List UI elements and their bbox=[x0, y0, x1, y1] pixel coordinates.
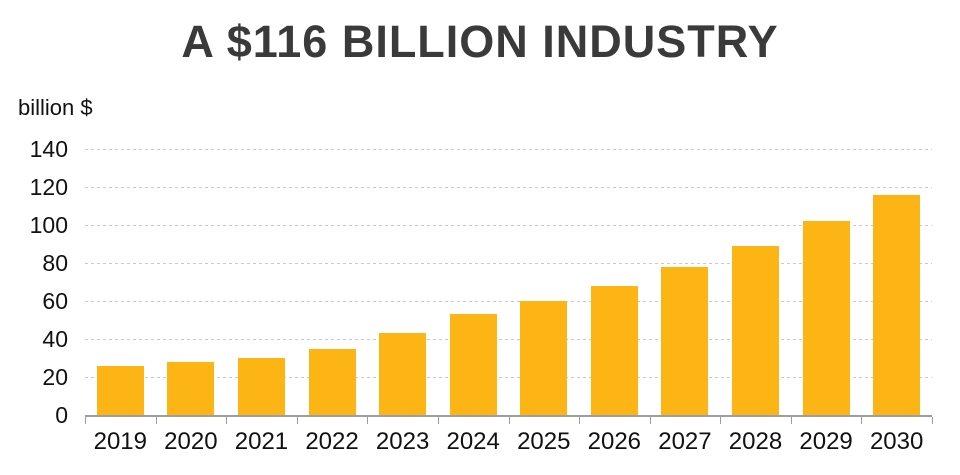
bar-column-2022 bbox=[297, 149, 368, 415]
bar-2028 bbox=[731, 245, 779, 415]
x-tick-label-2023: 2023 bbox=[375, 428, 430, 455]
bar-column-2019 bbox=[85, 149, 156, 415]
y-axis-unit-label: billion $ bbox=[18, 95, 93, 120]
x-axis-tick bbox=[296, 417, 298, 424]
gridline-60 bbox=[85, 301, 932, 302]
y-tick-label-0: 0 bbox=[55, 402, 68, 428]
bar-2029 bbox=[802, 221, 850, 415]
bar-2025 bbox=[520, 301, 568, 415]
gridline-120 bbox=[85, 187, 932, 188]
bar-2023 bbox=[379, 333, 427, 415]
x-axis-tick bbox=[790, 417, 792, 424]
x-tick-label-2022: 2022 bbox=[305, 428, 359, 455]
bar-column-2025 bbox=[508, 149, 579, 415]
bar-2022 bbox=[308, 348, 356, 415]
gridline-100 bbox=[85, 225, 932, 226]
y-tick-label-140: 140 bbox=[29, 136, 68, 162]
x-axis-tick bbox=[932, 417, 933, 424]
bar-column-2021 bbox=[226, 149, 297, 415]
plot-area bbox=[85, 149, 932, 417]
bar-2021 bbox=[237, 358, 285, 415]
gridline-40 bbox=[85, 339, 932, 340]
x-tick-label-2030: 2030 bbox=[869, 428, 924, 455]
y-tick-label-20: 20 bbox=[42, 364, 68, 390]
bar-2024 bbox=[449, 314, 497, 415]
y-tick-label-100: 100 bbox=[29, 212, 68, 238]
bar-2027 bbox=[661, 266, 709, 415]
chart-title: A $116 BILLION INDUSTRY bbox=[181, 16, 779, 67]
x-tick-label-2027: 2027 bbox=[658, 428, 712, 455]
y-tick-label-60: 60 bbox=[42, 288, 68, 314]
bar-series bbox=[85, 149, 932, 415]
bar-column-2030 bbox=[861, 149, 932, 415]
x-tick-label-2021: 2021 bbox=[234, 428, 289, 455]
x-axis-tick bbox=[579, 417, 581, 424]
x-tick-label-2025: 2025 bbox=[517, 428, 571, 455]
x-tick-label-2020: 2020 bbox=[164, 428, 218, 455]
x-axis-tick bbox=[437, 417, 439, 424]
bar-column-2029 bbox=[791, 149, 862, 415]
gridline-80 bbox=[85, 263, 932, 264]
bar-2030 bbox=[873, 194, 921, 415]
bar-2026 bbox=[590, 285, 638, 415]
x-tick-label-2026: 2026 bbox=[587, 428, 642, 455]
x-axis-tick bbox=[649, 417, 651, 424]
bar-2020 bbox=[167, 361, 215, 415]
x-axis-tick bbox=[155, 417, 157, 424]
gridline-20 bbox=[85, 377, 932, 378]
x-axis-labels: 2019 2020 2021 2022 2023 2024 2025 2026 2027 2028… bbox=[85, 428, 932, 456]
bar-column-2027 bbox=[650, 149, 721, 415]
x-axis-tick bbox=[367, 417, 369, 424]
y-axis-tick-labels: 0 20 40 60 80 100 120 140 bbox=[0, 137, 68, 427]
y-tick-label-40: 40 bbox=[42, 326, 68, 352]
x-axis-tick bbox=[85, 417, 86, 424]
y-tick-label-80: 80 bbox=[42, 250, 68, 276]
bar-column-2028 bbox=[720, 149, 791, 415]
bar-column-2020 bbox=[156, 149, 227, 415]
y-tick-label-120: 120 bbox=[29, 174, 68, 200]
gridline-140 bbox=[85, 149, 932, 150]
x-tick-label-2029: 2029 bbox=[799, 428, 853, 455]
x-tick-label-2024: 2024 bbox=[446, 428, 500, 455]
x-axis-tick bbox=[508, 417, 510, 424]
x-tick-label-2019: 2019 bbox=[93, 428, 147, 455]
bar-2019 bbox=[96, 365, 144, 415]
bar-column-2023 bbox=[367, 149, 438, 415]
x-axis-tick bbox=[861, 417, 863, 424]
x-tick-label-2028: 2028 bbox=[728, 428, 783, 455]
bar-column-2024 bbox=[438, 149, 509, 415]
x-axis-tick bbox=[720, 417, 722, 424]
x-axis-tick bbox=[226, 417, 228, 424]
bar-column-2026 bbox=[579, 149, 650, 415]
